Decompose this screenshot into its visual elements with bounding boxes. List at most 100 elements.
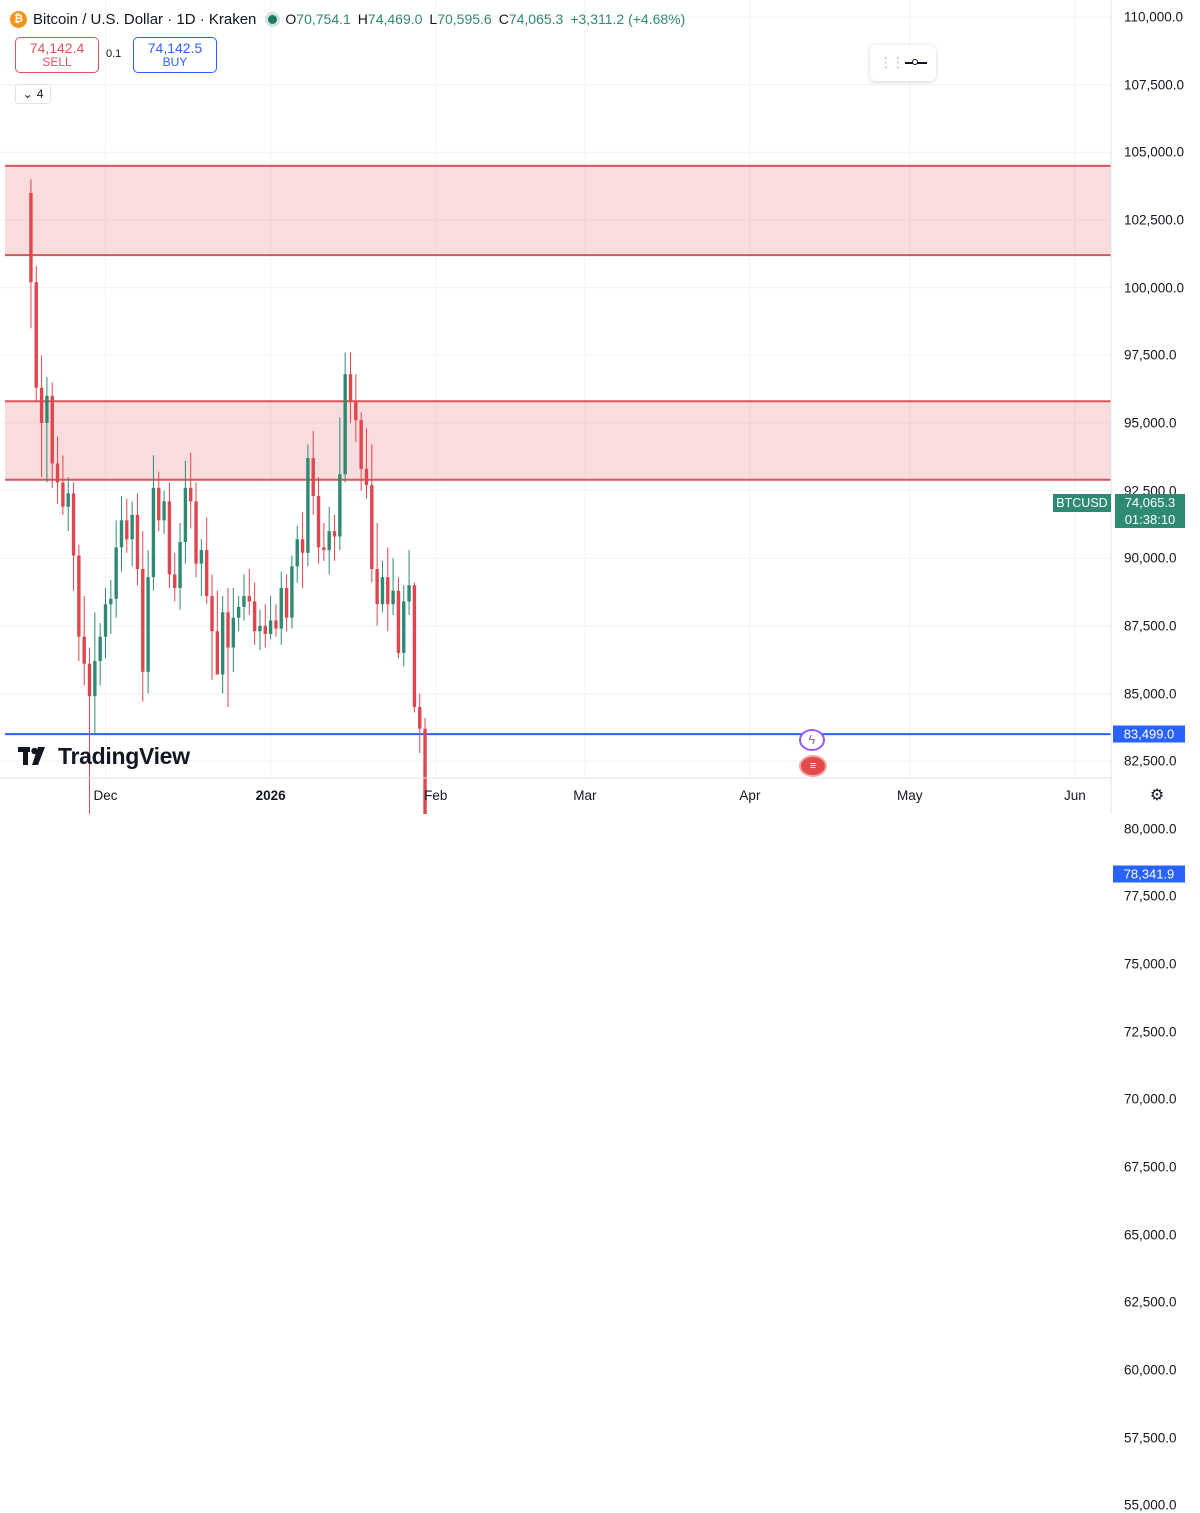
candle: [300, 512, 305, 588]
candle: [215, 590, 220, 675]
gear-icon[interactable]: ⚙: [1149, 787, 1165, 804]
price-tick-label: 70,000.0: [1124, 1091, 1177, 1107]
level-price-label: 83,499.0: [1113, 725, 1185, 743]
candle-body: [322, 547, 326, 551]
candle: [39, 355, 44, 478]
symbol-title[interactable]: Bitcoin / U.S. Dollar · 1D · Kraken: [33, 10, 257, 28]
candle: [348, 352, 353, 423]
candle-body: [311, 458, 315, 496]
price-tick-label: 95,000.0: [1124, 415, 1177, 431]
candle: [61, 455, 65, 515]
candle-body: [66, 493, 70, 507]
candle-body: [141, 569, 145, 672]
candle: [114, 520, 118, 618]
candle-body: [386, 577, 390, 605]
candle-body: [119, 520, 124, 548]
us-flag-event-icon[interactable]: ≡: [799, 755, 827, 777]
resistance-zone-lower: [5, 401, 1111, 480]
candle: [407, 550, 411, 616]
candle-body: [380, 577, 385, 605]
candle-body: [135, 514, 140, 570]
symbol-header: ₿ Bitcoin / U.S. Dollar · 1D · Kraken O7…: [10, 8, 685, 30]
candle-body: [290, 566, 294, 618]
sell-button[interactable]: 74,142.4 SELL: [15, 37, 99, 73]
candle: [263, 604, 267, 648]
candle: [332, 514, 337, 561]
candle: [77, 544, 81, 662]
price-tick-label: 85,000.0: [1124, 686, 1177, 701]
candle-body: [327, 531, 331, 551]
candle: [93, 612, 97, 735]
candle-body: [39, 387, 44, 423]
candle: [103, 587, 108, 659]
candle: [375, 523, 379, 626]
candle: [109, 579, 113, 634]
candle-body: [45, 395, 49, 423]
current-price-value: 74,065.3: [1124, 495, 1176, 510]
candle: [87, 647, 92, 814]
candle-body: [103, 604, 108, 637]
candle-body: [295, 539, 299, 567]
candle-body: [109, 598, 113, 605]
price-tick-label: 110,000.0: [1124, 9, 1184, 25]
candle: [284, 574, 289, 632]
candle-body: [332, 531, 337, 537]
candle: [418, 693, 422, 754]
flash-event-icon[interactable]: ϟ: [799, 729, 825, 751]
price-tick-label: 55,000.0: [1124, 1497, 1177, 1513]
candle: [322, 523, 326, 561]
price-tick-label: 80,000.0: [1124, 821, 1177, 837]
indicators-collapse-button[interactable]: ⌄ 4: [15, 84, 51, 104]
candle-body: [151, 487, 156, 578]
candle: [306, 444, 310, 567]
price-tick-label: 102,500.0: [1124, 212, 1185, 228]
candle-body: [210, 596, 214, 632]
spread-value: 0.1: [106, 48, 122, 60]
bitcoin-icon: ₿: [10, 10, 27, 28]
candle: [55, 436, 60, 505]
candle-body: [204, 550, 209, 597]
candle-body: [173, 574, 177, 588]
candle: [173, 552, 177, 602]
candle: [34, 265, 38, 402]
horizontal-line-tool-icon[interactable]: [905, 59, 927, 65]
candle: [311, 431, 315, 515]
candle-body: [29, 192, 33, 283]
candle-body: [316, 495, 321, 548]
buy-price: 74,142.5: [147, 39, 203, 56]
candle: [220, 596, 225, 694]
zones: [5, 164, 1111, 481]
time-tick-label: Feb: [424, 788, 448, 803]
candle-body: [98, 636, 102, 662]
market-open-dot: [268, 14, 278, 24]
candle-body: [242, 596, 246, 607]
candle: [194, 482, 198, 578]
ohlc-low: L70,595.6: [429, 11, 492, 27]
candle-body: [82, 636, 86, 664]
candle: [279, 571, 283, 645]
candle: [338, 417, 342, 551]
price-tick-label: 87,500.0: [1124, 618, 1177, 634]
candle: [402, 585, 406, 667]
candle-body: [391, 590, 395, 605]
candle: [247, 569, 252, 616]
candle: [45, 376, 49, 483]
candle-body: [375, 569, 379, 605]
drawing-toolbar[interactable]: ⋮⋮: [870, 45, 936, 81]
candle-body: [236, 606, 241, 618]
candle-body: [263, 625, 267, 634]
resistance-zone-upper: [5, 165, 1111, 256]
candle: [135, 493, 140, 586]
buy-button[interactable]: 74,142.5 BUY: [133, 37, 217, 73]
candle-body: [268, 620, 273, 634]
price-tick-label: 100,000.0: [1124, 280, 1185, 296]
candle-body: [231, 617, 236, 648]
candle-body: [412, 585, 417, 708]
drag-handle-icon[interactable]: ⋮⋮: [879, 54, 905, 70]
candle-body: [348, 374, 353, 402]
price-chart[interactable]: [0, 0, 1200, 814]
candle: [98, 623, 102, 686]
tradingview-logo[interactable]: TradingView: [18, 743, 190, 770]
symbol-price-tag: BTCUSD: [1053, 494, 1111, 512]
price-tick-label: 72,500.0: [1124, 1024, 1177, 1040]
